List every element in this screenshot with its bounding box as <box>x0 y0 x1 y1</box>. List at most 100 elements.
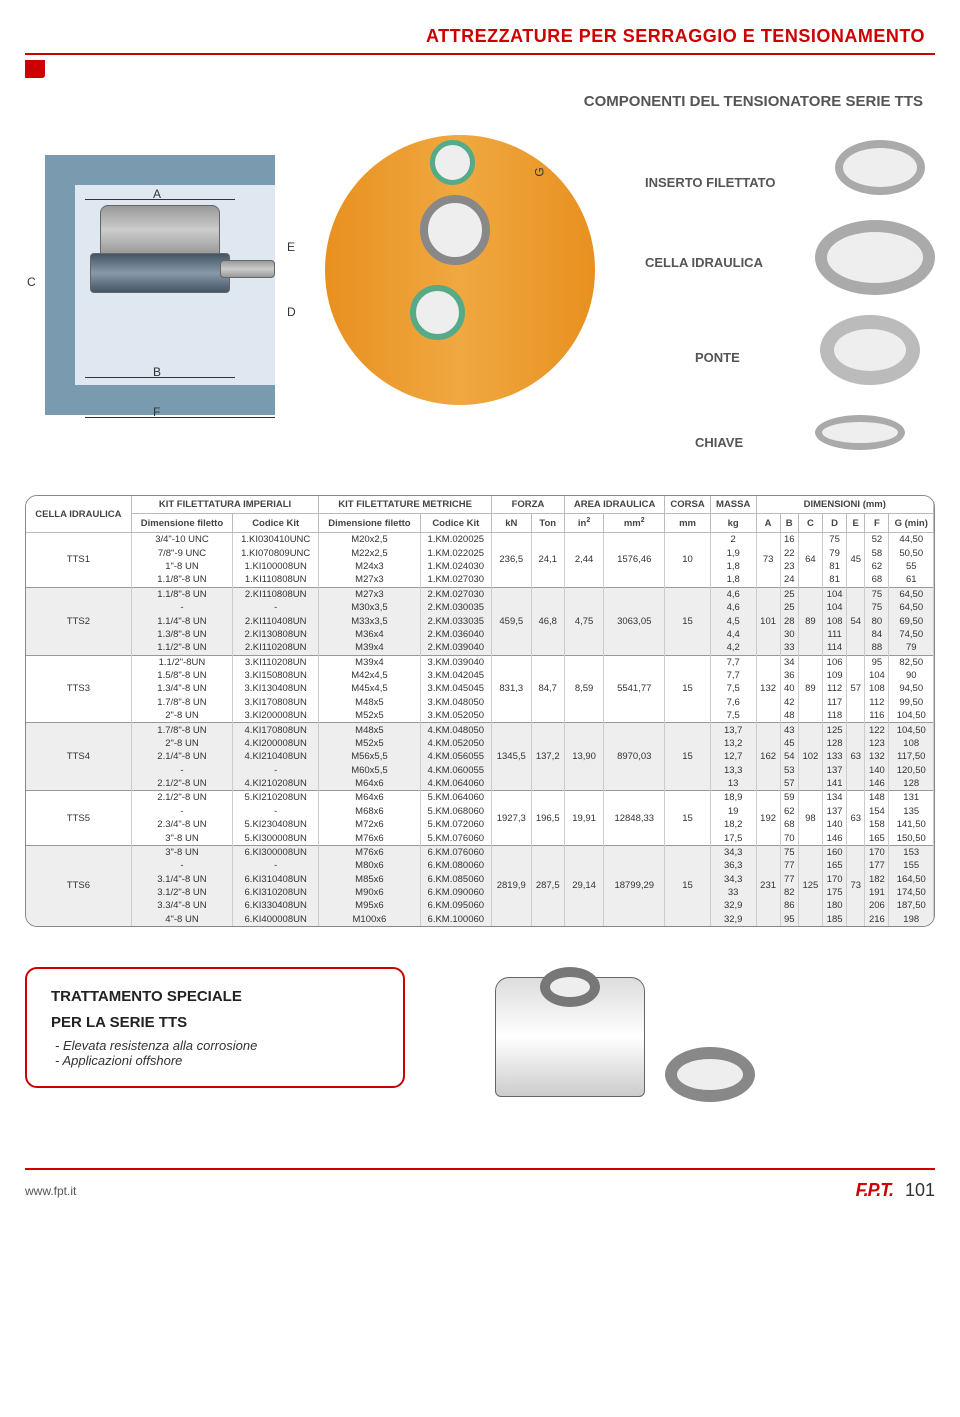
cell: 114 <box>822 641 846 655</box>
cell: 2 <box>710 533 756 547</box>
cell: 102 <box>798 723 822 791</box>
cell: 6.KI300008UN <box>233 845 319 859</box>
cell: 3.KM.039040 <box>420 655 491 669</box>
product-photo <box>435 967 935 1117</box>
cell: 125 <box>798 845 822 926</box>
th-codkit2: Codice Kit <box>420 514 491 533</box>
cell: 1.1/8"-8 UN <box>131 573 232 587</box>
cell: 25 <box>780 587 798 601</box>
table-row: 2.3/4"-8 UN5.KI230408UNM72x65.KM.0720601… <box>26 818 934 831</box>
cell: 5.KI210208UN <box>233 791 319 805</box>
cell: M33x3,5 <box>319 614 420 627</box>
th-B: B <box>780 514 798 533</box>
table-row: 2.1/4"-8 UN4.KI210408UNM56x5,54.KM.05605… <box>26 750 934 763</box>
th-dimfil2: Dimensione filetto <box>319 514 420 533</box>
cell: 81 <box>822 560 846 573</box>
cell: 192 <box>756 791 780 846</box>
cell: 150,50 <box>889 831 934 845</box>
header-title: ATTREZZATURE PER SERRAGGIO E TENSIONAMEN… <box>25 20 935 53</box>
th-kN: kN <box>492 514 532 533</box>
cell: 134 <box>822 791 846 805</box>
cell: 146 <box>822 831 846 845</box>
cell: 182 <box>865 873 889 886</box>
cell: 128 <box>889 777 934 791</box>
cell: 140 <box>822 818 846 831</box>
cell: 13,90 <box>564 723 603 791</box>
cell: 19 <box>710 805 756 818</box>
cell: 30 <box>780 628 798 641</box>
cell: 153 <box>889 845 934 859</box>
cell: 58 <box>865 547 889 560</box>
th-C: C <box>798 514 822 533</box>
cell: 1576,46 <box>604 533 665 588</box>
cell: 1.1/2"-8UN <box>131 655 232 669</box>
cell: 135 <box>889 805 934 818</box>
cell: 5541,77 <box>604 655 665 723</box>
cell: 15 <box>665 587 711 655</box>
cell: 117 <box>822 696 846 709</box>
cell: 459,5 <box>492 587 532 655</box>
cell: 4.KM.060055 <box>420 764 491 777</box>
cell: 24 <box>780 573 798 587</box>
cell: 6.KM.095060 <box>420 899 491 912</box>
cell: 187,50 <box>889 899 934 912</box>
th-cell: CELLA IDRAULICA <box>26 496 131 533</box>
cell: 1.3/8"-8 UN <box>131 628 232 641</box>
cell: M24x3 <box>319 560 420 573</box>
cell: 77 <box>780 873 798 886</box>
cell: 7,7 <box>710 655 756 669</box>
cell: 7/8"-9 UNC <box>131 547 232 560</box>
cell: 89 <box>798 655 822 723</box>
cell: 12848,33 <box>604 791 665 846</box>
cell: 18,9 <box>710 791 756 805</box>
cell: 3.KM.052050 <box>420 709 491 723</box>
cell: 34 <box>780 655 798 669</box>
cell: 18799,29 <box>604 845 665 926</box>
cell: 7,6 <box>710 696 756 709</box>
cell: 8970,03 <box>604 723 665 791</box>
cell: TTS4 <box>26 723 131 791</box>
cell: 57 <box>847 655 865 723</box>
table-row: 2.1/2"-8 UN4.KI210208UNM64x64.KM.0640601… <box>26 777 934 791</box>
cell: 3063,05 <box>604 587 665 655</box>
cell: 131 <box>889 791 934 805</box>
cell: 3.KM.048050 <box>420 696 491 709</box>
cell: 158 <box>865 818 889 831</box>
cell: 40 <box>780 682 798 695</box>
special-title1: TRATTAMENTO SPECIALE <box>51 987 379 1007</box>
cell: 22 <box>780 547 798 560</box>
cell: TTS5 <box>26 791 131 846</box>
cell: 111 <box>822 628 846 641</box>
cell: 3.KI150808UN <box>233 669 319 682</box>
cell: 128 <box>822 737 846 750</box>
cell: 3.KM.042045 <box>420 669 491 682</box>
th-mm2: mm2 <box>604 514 665 533</box>
cell: TTS6 <box>26 845 131 926</box>
cell: 10 <box>665 533 711 588</box>
cell: 170 <box>822 873 846 886</box>
cell: M27x3 <box>319 573 420 587</box>
cell: 231 <box>756 845 780 926</box>
diagram-left: A B C D E F <box>25 135 315 475</box>
cell: 7,7 <box>710 669 756 682</box>
cell: 54 <box>847 587 865 655</box>
cell: M52x5 <box>319 709 420 723</box>
cell: 3"-8 UN <box>131 845 232 859</box>
cell: 4,4 <box>710 628 756 641</box>
cell: 112 <box>865 696 889 709</box>
table-row: 1.3/4"-8 UN3.KI130408UNM45x4,53.KM.04504… <box>26 682 934 695</box>
table-row: TTS31.1/2"-8UN3.KI110208UNM39x43.KM.0390… <box>26 655 934 669</box>
special-box: TRATTAMENTO SPECIALE PER LA SERIE TTS - … <box>25 967 405 1088</box>
cell: 13,2 <box>710 737 756 750</box>
cell: 46,8 <box>531 587 564 655</box>
cell: M39x4 <box>319 655 420 669</box>
special-item2: - Applicazioni offshore <box>55 1053 379 1068</box>
cell: 98 <box>798 791 822 846</box>
cell: 13,7 <box>710 723 756 737</box>
cell: - <box>233 601 319 614</box>
table-row: TTS21.1/8"-8 UN2.KI110808UNM27x32.KM.027… <box>26 587 934 601</box>
cell: 64 <box>798 533 822 588</box>
cell: M48x5 <box>319 723 420 737</box>
cell: 43 <box>780 723 798 737</box>
cell: 1.1/2"-8 UN <box>131 641 232 655</box>
